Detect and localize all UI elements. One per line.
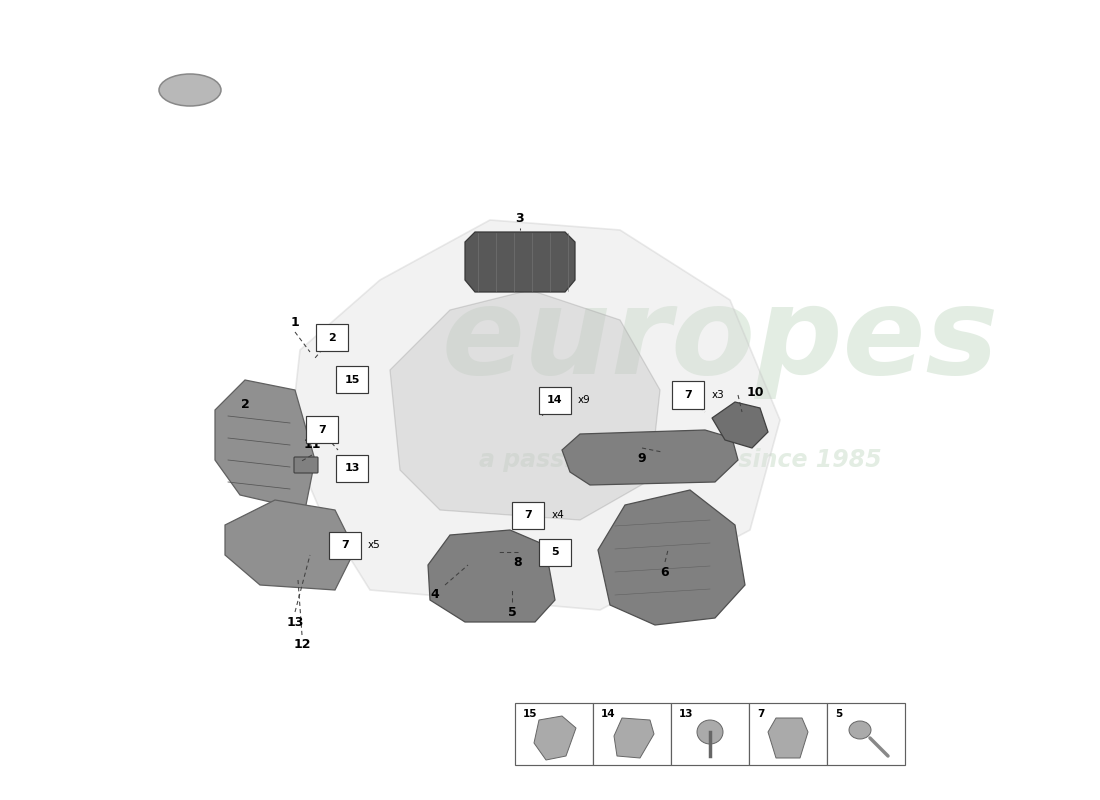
FancyBboxPatch shape	[515, 703, 593, 765]
FancyBboxPatch shape	[316, 325, 348, 351]
FancyBboxPatch shape	[749, 703, 827, 765]
Polygon shape	[562, 430, 738, 485]
Ellipse shape	[697, 720, 723, 744]
Polygon shape	[428, 530, 556, 622]
Polygon shape	[598, 490, 745, 625]
Text: 7: 7	[318, 425, 326, 435]
Text: x4: x4	[552, 510, 564, 520]
FancyBboxPatch shape	[512, 502, 544, 529]
Polygon shape	[465, 232, 575, 292]
Text: 15: 15	[522, 709, 538, 719]
Polygon shape	[614, 718, 654, 758]
Text: x5: x5	[368, 540, 381, 550]
Text: x9: x9	[578, 395, 591, 405]
FancyBboxPatch shape	[671, 703, 749, 765]
Text: 14: 14	[601, 709, 616, 719]
Ellipse shape	[849, 721, 871, 739]
Text: 11: 11	[304, 438, 321, 451]
Text: 7: 7	[524, 510, 532, 520]
Text: 2: 2	[328, 333, 336, 343]
Text: 5: 5	[551, 547, 559, 557]
Polygon shape	[214, 380, 315, 510]
Text: 10: 10	[746, 386, 763, 398]
Text: 1: 1	[290, 315, 299, 329]
Polygon shape	[534, 716, 576, 760]
Polygon shape	[226, 500, 355, 590]
Polygon shape	[290, 220, 780, 610]
Text: a passion for parts since 1985: a passion for parts since 1985	[478, 448, 881, 472]
FancyBboxPatch shape	[306, 417, 338, 443]
FancyBboxPatch shape	[827, 703, 905, 765]
Text: 4: 4	[430, 587, 439, 601]
Text: 2: 2	[241, 398, 250, 411]
Text: x3: x3	[712, 390, 725, 400]
Text: 14: 14	[547, 395, 563, 405]
FancyBboxPatch shape	[539, 538, 571, 566]
Polygon shape	[768, 718, 808, 758]
FancyBboxPatch shape	[336, 366, 368, 394]
Text: 3: 3	[516, 211, 525, 225]
FancyBboxPatch shape	[539, 386, 571, 414]
Text: europes: europes	[441, 282, 999, 398]
Text: 13: 13	[286, 615, 304, 629]
Text: 15: 15	[344, 375, 360, 385]
Ellipse shape	[160, 74, 221, 106]
FancyBboxPatch shape	[294, 457, 318, 473]
FancyBboxPatch shape	[593, 703, 671, 765]
Text: 6: 6	[661, 566, 669, 578]
Text: 12: 12	[294, 638, 310, 651]
Text: 8: 8	[514, 555, 522, 569]
Text: 13: 13	[679, 709, 693, 719]
FancyBboxPatch shape	[329, 531, 361, 558]
Text: 7: 7	[757, 709, 764, 719]
Text: 7: 7	[341, 540, 349, 550]
Polygon shape	[390, 290, 660, 520]
Text: 5: 5	[507, 606, 516, 618]
Text: 13: 13	[344, 463, 360, 473]
FancyBboxPatch shape	[336, 454, 368, 482]
FancyBboxPatch shape	[672, 382, 704, 409]
Text: 9: 9	[638, 451, 647, 465]
Text: 5: 5	[835, 709, 843, 719]
Polygon shape	[712, 402, 768, 448]
Text: 7: 7	[684, 390, 692, 400]
